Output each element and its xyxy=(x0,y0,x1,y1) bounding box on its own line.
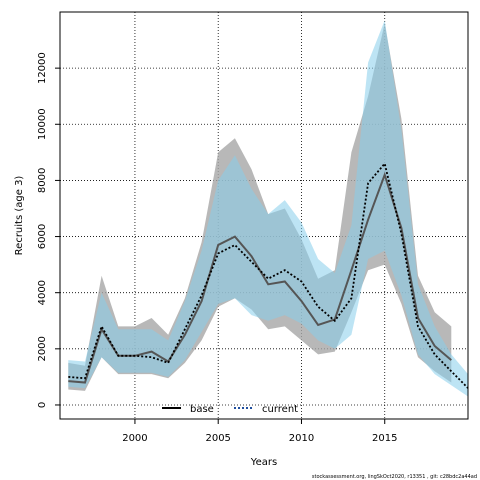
confidence-bands xyxy=(68,20,469,397)
series-lines xyxy=(68,161,469,389)
line-base xyxy=(68,171,452,384)
y-axis-ticks: 0 2000 4000 6000 8000 10000 12000 xyxy=(37,52,60,408)
x-tick-label-2005: 2005 xyxy=(205,433,230,444)
y-tick-label-4000: 4000 xyxy=(37,280,48,305)
y-tick-label-2000: 2000 xyxy=(37,336,48,361)
legend-current-label: current xyxy=(262,404,298,415)
y-tick-label-0: 0 xyxy=(37,402,48,408)
y-tick-label-10000: 10000 xyxy=(37,108,48,140)
legend-base-label: base xyxy=(190,404,214,415)
footer-credit: stockassessment.org, lingSkOct2020, r133… xyxy=(312,474,477,480)
x-tick-label-2000: 2000 xyxy=(122,433,147,444)
legend: base current xyxy=(162,404,298,415)
band-current xyxy=(68,20,469,397)
x-tick-label-2015: 2015 xyxy=(372,433,397,444)
y-tick-label-12000: 12000 xyxy=(37,52,48,84)
plot-frame xyxy=(59,11,469,420)
y-axis-title: Recruits (age 3) xyxy=(14,176,25,256)
x-axis-title: Years xyxy=(250,457,277,468)
y-tick-label-6000: 6000 xyxy=(37,224,48,249)
y-tick-label-8000: 8000 xyxy=(37,168,48,193)
line-current xyxy=(68,161,469,389)
x-axis-ticks: 2000 2005 2010 2015 xyxy=(122,419,397,444)
x-tick-label-2010: 2010 xyxy=(289,433,314,444)
